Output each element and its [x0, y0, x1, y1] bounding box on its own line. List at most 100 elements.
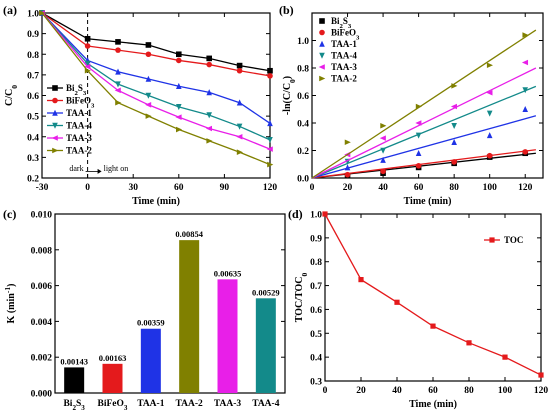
x-tick-label: 100 [498, 386, 513, 396]
data-point [466, 340, 472, 346]
data-point [486, 62, 493, 69]
y-tick-label: 0.0 [297, 175, 309, 185]
x-tick-label: 40 [392, 386, 402, 396]
data-point [236, 99, 243, 106]
legend-marker [319, 29, 325, 36]
data-point [145, 42, 152, 48]
legend-label-part: Bi [331, 16, 340, 26]
legend-label-part: BiFeO [66, 96, 91, 106]
data-point [380, 147, 386, 154]
y-axis-title: -ln(C/C0) [282, 76, 297, 115]
x-axis-title: Time (min) [409, 399, 457, 410]
y-tick-label: 0.3 [310, 378, 322, 388]
data-point [344, 139, 351, 146]
data-point [538, 372, 544, 378]
y-axis-title-part: -ln(C/C [282, 83, 293, 115]
legend-label-part: TAA-4 [331, 51, 357, 61]
data-point [115, 68, 121, 75]
data-point [522, 32, 529, 38]
x-tick-label: 80 [464, 386, 474, 396]
legend-label-part: Bi [66, 83, 75, 93]
data-point [380, 168, 386, 175]
data-point [236, 67, 243, 74]
data-point [394, 299, 400, 305]
series-line [41, 12, 271, 77]
data-point [176, 104, 182, 111]
y-axis-title-sup: -1 [3, 287, 12, 293]
dark-annotation: dark [69, 164, 83, 173]
y-tick-label: 0.6 [297, 92, 309, 102]
legend-label-part: TAA-2 [66, 146, 92, 156]
x-category-label: TAA-3 [214, 399, 242, 409]
fit-line [311, 67, 537, 179]
legend-marker [489, 237, 495, 243]
y-tick-label: 0.004 [31, 318, 53, 328]
y-axis-title: TOC/TOC0 [294, 272, 309, 322]
light-annotation: light on [104, 164, 129, 173]
x-tick-label: -30 [36, 183, 49, 193]
data-point [114, 87, 121, 94]
data-point [115, 47, 121, 53]
data-point [451, 159, 457, 165]
y-tick-label: 0.8 [297, 65, 309, 75]
data-point [115, 81, 121, 88]
data-point [84, 35, 91, 42]
legend-label: TAA-4 [331, 51, 357, 61]
legend-label-part: TAA-4 [66, 121, 92, 131]
data-point [115, 39, 121, 45]
x-axis-title: Time (min) [404, 196, 452, 207]
legend-marker [319, 40, 325, 47]
data-point [358, 277, 364, 283]
bar [217, 279, 238, 393]
legend-label: TAA-1 [331, 39, 357, 49]
panel-d: 0 20 40 60 80 100 120 0.3 0.4 0.5 0.6 0.7 0.8 0.9 1.0 T… [288, 207, 548, 410]
legend-label: Bi2S3 [66, 83, 87, 97]
data-point [451, 138, 457, 146]
data-point [206, 55, 212, 62]
panel-label: (d) [288, 207, 303, 221]
x-category-label: TAA-1 [137, 399, 165, 409]
data-point [267, 120, 273, 127]
y-tick-label: 0.8 [310, 258, 322, 268]
y-axis-title: C/C0 [4, 85, 19, 106]
data-point [451, 122, 457, 130]
data-point [84, 43, 91, 49]
legend-marker [319, 18, 325, 24]
y-tick-label: 0.6 [310, 306, 322, 316]
data-point [379, 135, 386, 141]
data-point [236, 133, 243, 140]
bar [255, 298, 276, 393]
data-point [206, 112, 212, 119]
legend-marker [51, 135, 58, 141]
x-tick-label: 60 [428, 386, 438, 396]
series-line [41, 12, 271, 124]
data-point [145, 75, 152, 82]
bar-value-label: 0.00854 [175, 229, 203, 239]
data-point [486, 110, 493, 117]
legend-label-sub: 3 [356, 34, 360, 41]
legend-label: TAA-1 [66, 108, 92, 118]
fit-line [311, 29, 537, 179]
x-tick-label: 20 [343, 183, 353, 193]
x-category-label-part: S [76, 399, 81, 409]
x-category-label-part: TAA-2 [176, 399, 204, 409]
data-point [415, 162, 422, 169]
data-point [176, 51, 182, 58]
data-point [522, 149, 529, 155]
y-tick-label: 0.9 [27, 30, 39, 40]
x-tick-label: 100 [483, 183, 498, 193]
x-category-label-sub: 3 [81, 404, 85, 412]
y-tick-label: 0.008 [31, 246, 53, 256]
panel-label: (c) [3, 207, 16, 221]
y-tick-label: 0.3 [27, 154, 39, 164]
data-point [267, 67, 273, 74]
series-line [41, 12, 271, 72]
y-axis-title-part: ) [6, 284, 17, 287]
x-category-label-part: Bi [63, 399, 72, 409]
x-tick-label: 40 [378, 183, 388, 193]
legend-marker [52, 109, 58, 116]
data-point [236, 62, 243, 69]
data-point [84, 63, 91, 70]
legend-label: TAA-2 [331, 74, 357, 84]
